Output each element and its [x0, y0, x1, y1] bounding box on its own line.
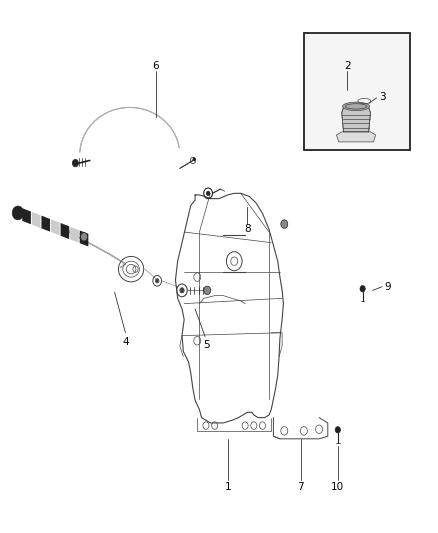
Ellipse shape: [343, 102, 370, 111]
Circle shape: [180, 288, 184, 293]
Circle shape: [335, 426, 340, 433]
Circle shape: [206, 191, 210, 196]
Polygon shape: [336, 132, 376, 142]
Polygon shape: [22, 208, 31, 224]
Polygon shape: [342, 108, 371, 132]
Circle shape: [12, 206, 24, 220]
Circle shape: [281, 220, 288, 228]
Circle shape: [155, 279, 159, 283]
Text: 3: 3: [379, 92, 385, 102]
Text: 10: 10: [331, 481, 344, 491]
Polygon shape: [51, 219, 60, 236]
Polygon shape: [70, 227, 79, 243]
Polygon shape: [80, 230, 88, 246]
Text: 9: 9: [385, 281, 391, 292]
Circle shape: [204, 286, 211, 295]
Text: 1: 1: [224, 481, 231, 491]
Bar: [304, 33, 410, 150]
Circle shape: [360, 286, 365, 292]
Text: 5: 5: [204, 340, 210, 350]
Circle shape: [72, 159, 78, 167]
Text: 6: 6: [152, 61, 159, 71]
Text: 2: 2: [344, 61, 351, 71]
Circle shape: [81, 232, 88, 241]
Circle shape: [193, 158, 195, 161]
Polygon shape: [60, 223, 69, 239]
Text: 4: 4: [122, 337, 129, 347]
Polygon shape: [32, 212, 40, 228]
Text: 8: 8: [244, 224, 251, 235]
Polygon shape: [42, 216, 50, 232]
Text: 7: 7: [297, 481, 304, 491]
